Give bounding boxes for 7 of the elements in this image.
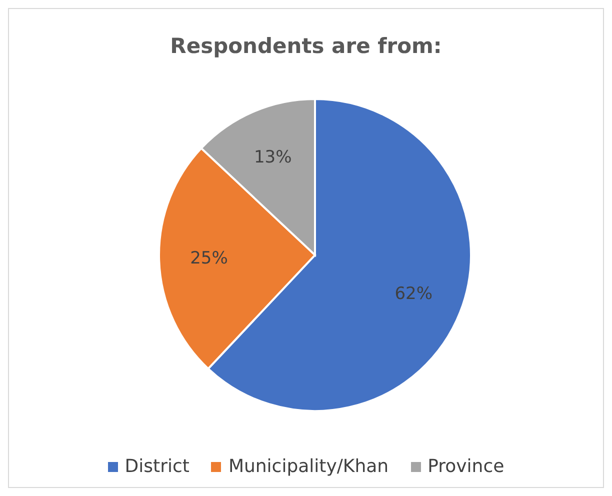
legend-label: District: [124, 456, 190, 477]
data-label: 62%: [394, 284, 433, 304]
chart-title: Respondents are from:: [169, 34, 443, 60]
data-label: 25%: [190, 248, 228, 268]
legend-label: Municipality/Khan: [228, 456, 389, 477]
data-label: 13%: [254, 148, 292, 168]
legend-label: Province: [428, 456, 504, 477]
